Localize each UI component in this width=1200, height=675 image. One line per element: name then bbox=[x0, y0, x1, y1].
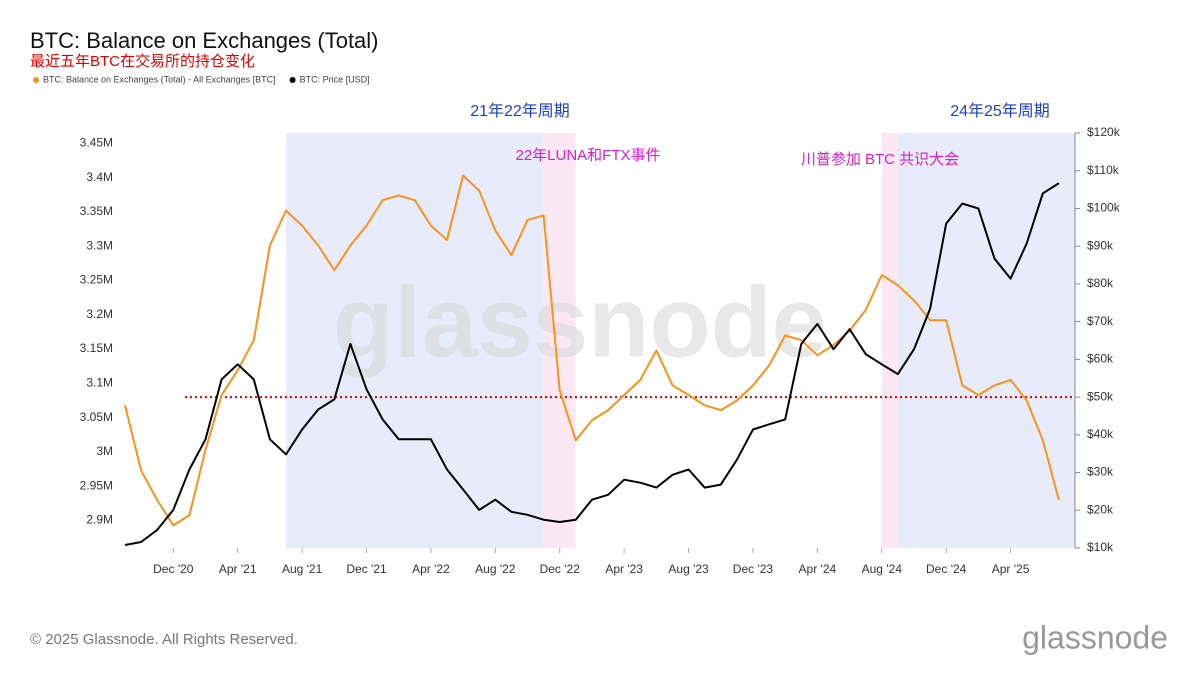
highlight-range bbox=[897, 133, 1075, 548]
y2-tick-label: $60k bbox=[1087, 352, 1114, 366]
x-tick-label: Dec '23 bbox=[733, 562, 774, 576]
chart-title: BTC: Balance on Exchanges (Total) bbox=[30, 28, 379, 53]
y-tick-label: 3.45M bbox=[80, 135, 113, 149]
y-tick-label: 2.95M bbox=[80, 478, 113, 492]
y2-tick-label: $110k bbox=[1087, 163, 1120, 177]
y-tick-label: 3.35M bbox=[80, 204, 113, 218]
x-tick-label: Apr '23 bbox=[605, 562, 643, 576]
y2-tick-label: $40k bbox=[1087, 427, 1114, 441]
series-line bbox=[124, 174, 1060, 527]
annotation: 24年25年周期 bbox=[950, 102, 1050, 120]
x-tick-label: Aug '21 bbox=[282, 562, 323, 576]
y2-tick-label: $20k bbox=[1087, 502, 1114, 516]
x-tick-label: Aug '23 bbox=[668, 562, 709, 576]
y-tick-label: 2.9M bbox=[86, 513, 113, 527]
x-tick-label: Dec '20 bbox=[153, 562, 194, 576]
y2-tick-label: $100k bbox=[1087, 201, 1121, 215]
plot-area: glassnode 2.9M 2.95M 3M 3.05M 3.1M 3.15M 3.2M 3.… bbox=[33, 74, 1121, 576]
legend-marker bbox=[289, 77, 296, 83]
chart-subtitle: 最近五年BTC在交易所的持仓变化 bbox=[30, 52, 255, 70]
y2-tick-label: $30k bbox=[1087, 465, 1114, 479]
y2-tick-label: $90k bbox=[1087, 238, 1114, 252]
x-tick-label: Dec '24 bbox=[926, 562, 967, 576]
highlight-range bbox=[286, 133, 544, 548]
annotation: 22年LUNA和FTX事件 bbox=[515, 147, 660, 164]
y2-tick-label: $80k bbox=[1087, 276, 1114, 290]
annotation: 川普参加 BTC 共识大会 bbox=[801, 151, 959, 168]
x-tick-label: Aug '22 bbox=[475, 562, 516, 576]
copyright: © 2025 Glassnode. All Rights Reserved. bbox=[30, 631, 298, 648]
legend-label: BTC: Price [USD] bbox=[300, 74, 370, 84]
annotation: 21年22年周期 bbox=[470, 102, 570, 120]
y-tick-label: 3.4M bbox=[86, 170, 113, 184]
y-tick-label: 3.25M bbox=[80, 273, 113, 287]
y-tick-label: 3.05M bbox=[80, 410, 113, 424]
x-tick-label: Apr '24 bbox=[799, 562, 837, 576]
highlight-range bbox=[881, 133, 898, 548]
y2-tick-label: $10k bbox=[1087, 540, 1114, 554]
legend-marker bbox=[33, 77, 39, 83]
y2-tick-label: $50k bbox=[1087, 389, 1114, 403]
x-tick-label: Dec '22 bbox=[540, 562, 581, 576]
series-line bbox=[124, 182, 1060, 546]
legend-label: BTC: Balance on Exchanges (Total) - All … bbox=[43, 74, 276, 84]
y2-tick-label: $70k bbox=[1087, 314, 1114, 328]
x-tick-label: Apr '25 bbox=[992, 562, 1030, 576]
x-tick-label: Dec '21 bbox=[346, 562, 387, 576]
y-tick-label: 3.15M bbox=[80, 341, 113, 355]
logo: glassnode bbox=[1022, 619, 1168, 655]
y-tick-label: 3.1M bbox=[86, 376, 113, 390]
y-tick-label: 3.3M bbox=[86, 238, 113, 252]
x-tick-label: Aug '24 bbox=[862, 562, 903, 576]
watermark: glassnode bbox=[333, 266, 828, 378]
y2-tick-label: $120k bbox=[1087, 125, 1121, 139]
x-tick-label: Apr '22 bbox=[412, 562, 450, 576]
highlight-range bbox=[543, 133, 576, 548]
y-tick-label: 3M bbox=[96, 444, 113, 458]
x-tick-label: Apr '21 bbox=[219, 562, 257, 576]
y-tick-label: 3.2M bbox=[86, 307, 113, 321]
